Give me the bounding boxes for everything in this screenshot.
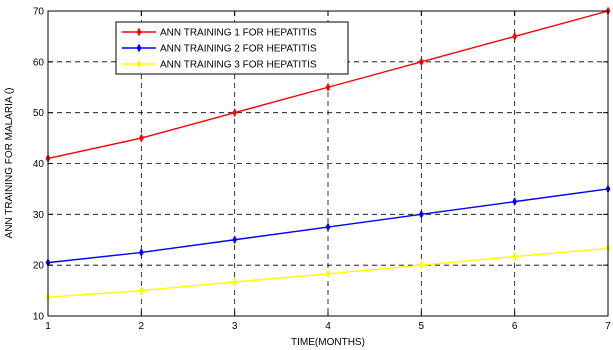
data-point <box>325 222 331 232</box>
data-point <box>138 248 144 257</box>
data-point <box>325 269 331 279</box>
x-axis-label: TIME(MONTHS) <box>291 337 365 348</box>
data-point <box>512 197 518 207</box>
x-tick-label: 1 <box>45 321 51 332</box>
y-tick-label: 20 <box>33 261 45 272</box>
y-tick-label: 40 <box>33 159 45 170</box>
legend-label: ANN TRAINING 3 FOR HEPATITIS <box>160 60 317 71</box>
data-point <box>418 57 424 67</box>
y-tick-label: 60 <box>33 57 45 68</box>
legend-marker <box>136 43 142 53</box>
y-tick-label: 70 <box>33 7 45 18</box>
x-tick-label: 5 <box>419 321 425 332</box>
legend-item: ANN TRAINING 3 FOR HEPATITIS <box>122 60 317 71</box>
x-tick-label: 6 <box>512 321 518 332</box>
data-point <box>138 286 144 296</box>
y-tick-label: 30 <box>33 210 45 221</box>
legend-marker <box>136 27 142 37</box>
series-3 <box>45 243 611 302</box>
data-point <box>512 252 518 261</box>
y-tick-label: 50 <box>33 108 45 119</box>
legend-label: ANN TRAINING 1 FOR HEPATITIS <box>160 28 317 39</box>
data-point <box>138 133 144 143</box>
axis-ticks: 1 2 3 4 5 6 7 10 20 30 40 50 60 70 <box>33 7 611 333</box>
x-tick-label: 3 <box>232 321 238 332</box>
data-point <box>232 277 238 287</box>
y-tick-label: 10 <box>33 312 45 323</box>
data-point <box>418 260 424 270</box>
data-point <box>418 209 424 219</box>
y-axis-label: ANN TRAINING FOR MALARIA () <box>4 88 15 239</box>
legend-marker <box>136 59 142 69</box>
legend-item: ANN TRAINING 2 FOR HEPATITIS <box>122 44 317 55</box>
data-point <box>512 31 518 41</box>
data-point <box>232 235 238 245</box>
legend-label: ANN TRAINING 2 FOR HEPATITIS <box>160 44 317 55</box>
legend: ANN TRAINING 1 FOR HEPATITIS ANN TRAINING… <box>115 21 349 75</box>
x-tick-label: 4 <box>325 321 331 332</box>
data-point <box>325 82 331 92</box>
series-layer <box>45 6 611 302</box>
x-tick-label: 7 <box>605 321 611 332</box>
legend-item: ANN TRAINING 1 FOR HEPATITIS <box>122 28 317 39</box>
x-tick-label: 2 <box>139 321 145 332</box>
data-point <box>232 108 238 118</box>
